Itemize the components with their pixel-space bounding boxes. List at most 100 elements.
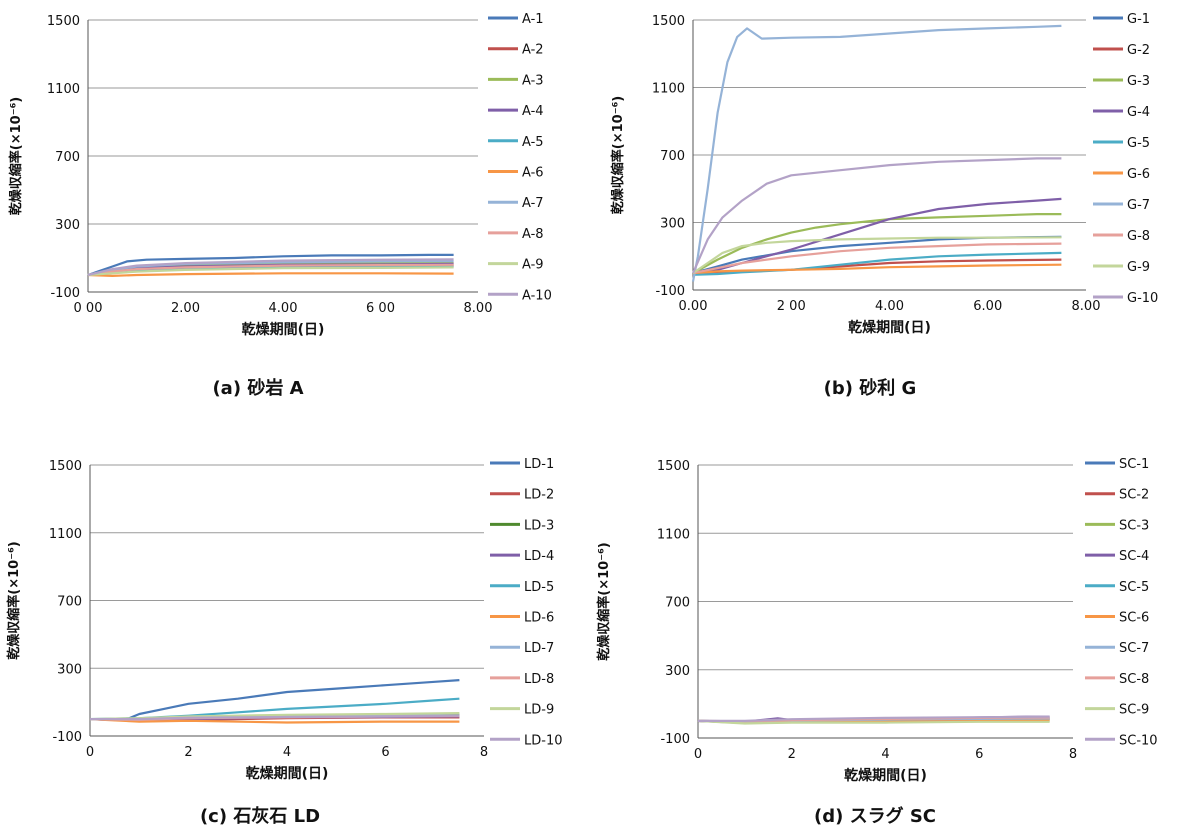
legend-label: SC-3 (1119, 518, 1149, 533)
x-axis-label: 乾燥期間(日) (844, 767, 927, 784)
x-tick-label: 4.00 (875, 299, 904, 314)
y-tick-label: -100 (50, 286, 80, 301)
legend-label: SC-8 (1119, 672, 1149, 687)
y-tick-label: 700 (55, 150, 80, 165)
x-tick-label: 2.00 (171, 301, 200, 316)
y-tick-label: -100 (655, 284, 685, 299)
legend-label: G-3 (1127, 74, 1150, 89)
x-tick-label: 0 00 (74, 301, 103, 316)
x-tick-label: 2 (184, 745, 192, 760)
legend-label: G-4 (1127, 105, 1150, 120)
x-tick-label: 6 (975, 747, 983, 762)
y-tick-label: 1100 (652, 82, 685, 97)
y-tick-label: 1100 (47, 82, 80, 97)
series-line (87, 266, 454, 277)
x-tick-label: 4 (881, 747, 889, 762)
legend-label: A-6 (522, 166, 544, 181)
legend-label: A-5 (522, 135, 544, 150)
x-tick-label: 8.00 (1072, 299, 1101, 314)
legend-label: SC-5 (1119, 580, 1149, 595)
series-line (692, 263, 1062, 275)
legend-label: A-4 (522, 104, 544, 119)
x-tick-label: 4.00 (269, 301, 298, 316)
legend-label: G-9 (1127, 260, 1150, 275)
x-axis-label: 乾燥期間(日) (246, 765, 329, 782)
legend-label: G-1 (1127, 12, 1150, 27)
legend-label: LD-10 (524, 733, 563, 748)
y-tick-label: 1500 (49, 459, 82, 474)
legend-label: SC-9 (1119, 703, 1149, 718)
y-tick-label: 300 (57, 662, 82, 677)
x-tick-label: 2 (788, 747, 796, 762)
legend-label: G-7 (1127, 198, 1150, 213)
legend-label: LD-9 (524, 703, 554, 718)
legend-label: SC-10 (1119, 733, 1158, 748)
series-line (87, 258, 454, 277)
x-tick-label: 2 00 (777, 299, 806, 314)
series-line (692, 242, 1062, 275)
x-tick-label: 6 00 (366, 301, 395, 316)
legend-label: G-10 (1127, 291, 1158, 306)
y-tick-label: 300 (665, 664, 690, 679)
legend-label: A-8 (522, 227, 544, 242)
legend-label: LD-4 (524, 549, 554, 564)
chart-2: -100 300 700 1100 1500 0 2 4 6 8 乾燥期間(日) 乾燥収縮率(×10⁻… (6, 457, 563, 827)
y-tick-label: 1500 (652, 14, 685, 29)
legend-label: SC-6 (1119, 611, 1149, 626)
x-tick-label: 0.00 (679, 299, 708, 314)
y-tick-label: 700 (57, 595, 82, 610)
legend-label: LD-8 (524, 672, 554, 687)
x-tick-label: 8.00 (464, 301, 493, 316)
y-tick-label: 1100 (49, 527, 82, 542)
chart-caption: (b) 砂利 G (824, 377, 917, 399)
x-tick-label: 6.00 (973, 299, 1002, 314)
legend-label: LD-5 (524, 580, 554, 595)
legend-label: G-5 (1127, 136, 1150, 151)
x-tick-label: 8 (1069, 747, 1077, 762)
series-line (698, 715, 1050, 723)
legend-label: A-7 (522, 196, 544, 211)
x-tick-label: 0 (86, 745, 94, 760)
series-line (692, 236, 1062, 275)
legend-label: LD-7 (524, 641, 554, 656)
chart-caption: (d) スラグ SC (814, 805, 936, 827)
legend-label: LD-3 (524, 518, 554, 533)
series-line (87, 272, 454, 277)
chart-3: -100 300 700 1100 1500 0 2 4 6 8 乾燥期間(日) 乾燥収縮率(×10⁻… (596, 457, 1158, 827)
series-line (692, 251, 1062, 276)
legend-label: LD-2 (524, 488, 554, 503)
y-tick-label: 300 (55, 218, 80, 233)
legend-label: G-8 (1127, 229, 1150, 244)
y-tick-label: -100 (660, 732, 690, 747)
legend-label: SC-4 (1119, 549, 1149, 564)
chart-1: -100 300 700 1100 1500 0.00 2 00 4.00 6.00 8.00 乾燥… (610, 12, 1158, 399)
series-line (691, 24, 1062, 282)
series-line (89, 718, 460, 724)
legend-label: G-6 (1127, 167, 1150, 182)
legend-label: A-1 (522, 12, 544, 27)
y-axis-label: 乾燥収縮率(×10⁻⁶) (8, 97, 24, 215)
legend-label: LD-1 (524, 457, 554, 472)
x-tick-label: 8 (480, 745, 488, 760)
y-tick-label: -100 (52, 730, 82, 745)
legend-label: A-9 (522, 258, 544, 273)
x-tick-label: 0 (694, 747, 702, 762)
y-axis-label: 乾燥収縮率(×10⁻⁶) (596, 542, 612, 660)
y-tick-label: 300 (660, 217, 685, 232)
y-tick-label: 1100 (657, 527, 690, 542)
legend-label: G-2 (1127, 43, 1150, 58)
y-tick-label: 1500 (47, 14, 80, 29)
chart-caption: (a) 砂岩 A (212, 377, 303, 399)
chart-0: -100 300 700 1100 1500 0 00 2.00 4.00 6 00 8.00 乾燥… (8, 12, 552, 399)
series-line (90, 714, 460, 721)
y-tick-label: 700 (660, 149, 685, 164)
x-tick-label: 4 (283, 745, 291, 760)
x-tick-label: 6 (381, 745, 389, 760)
legend-label: A-3 (522, 73, 544, 88)
chart-caption: (c) 石灰石 LD (200, 805, 320, 827)
series-line (697, 719, 1050, 725)
series-line (691, 157, 1062, 274)
y-tick-label: 700 (665, 596, 690, 611)
